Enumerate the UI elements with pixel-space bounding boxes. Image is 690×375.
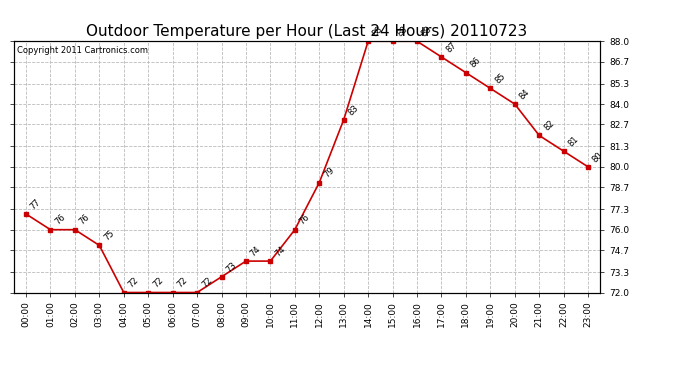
Text: 74: 74 <box>248 244 263 258</box>
Text: 72: 72 <box>126 276 141 290</box>
Text: Copyright 2011 Cartronics.com: Copyright 2011 Cartronics.com <box>17 46 148 55</box>
Text: 76: 76 <box>53 213 67 227</box>
Text: 72: 72 <box>200 276 214 290</box>
Text: 87: 87 <box>444 40 458 54</box>
Text: 85: 85 <box>493 72 507 86</box>
Text: 84: 84 <box>518 87 531 101</box>
Text: 81: 81 <box>566 135 580 148</box>
Text: 76: 76 <box>78 213 92 227</box>
Title: Outdoor Temperature per Hour (Last 24 Hours) 20110723: Outdoor Temperature per Hour (Last 24 Ho… <box>86 24 528 39</box>
Text: 88: 88 <box>395 24 409 39</box>
Text: 72: 72 <box>175 276 189 290</box>
Text: 88: 88 <box>420 24 434 39</box>
Text: 77: 77 <box>29 197 43 211</box>
Text: 83: 83 <box>346 103 360 117</box>
Text: 73: 73 <box>224 260 238 274</box>
Text: 76: 76 <box>297 213 312 227</box>
Text: 88: 88 <box>371 24 385 39</box>
Text: 86: 86 <box>469 56 482 70</box>
Text: 82: 82 <box>542 119 556 133</box>
Text: 80: 80 <box>591 150 604 164</box>
Text: 75: 75 <box>102 229 116 243</box>
Text: 79: 79 <box>322 166 336 180</box>
Text: 72: 72 <box>151 276 165 290</box>
Text: 74: 74 <box>273 244 287 258</box>
